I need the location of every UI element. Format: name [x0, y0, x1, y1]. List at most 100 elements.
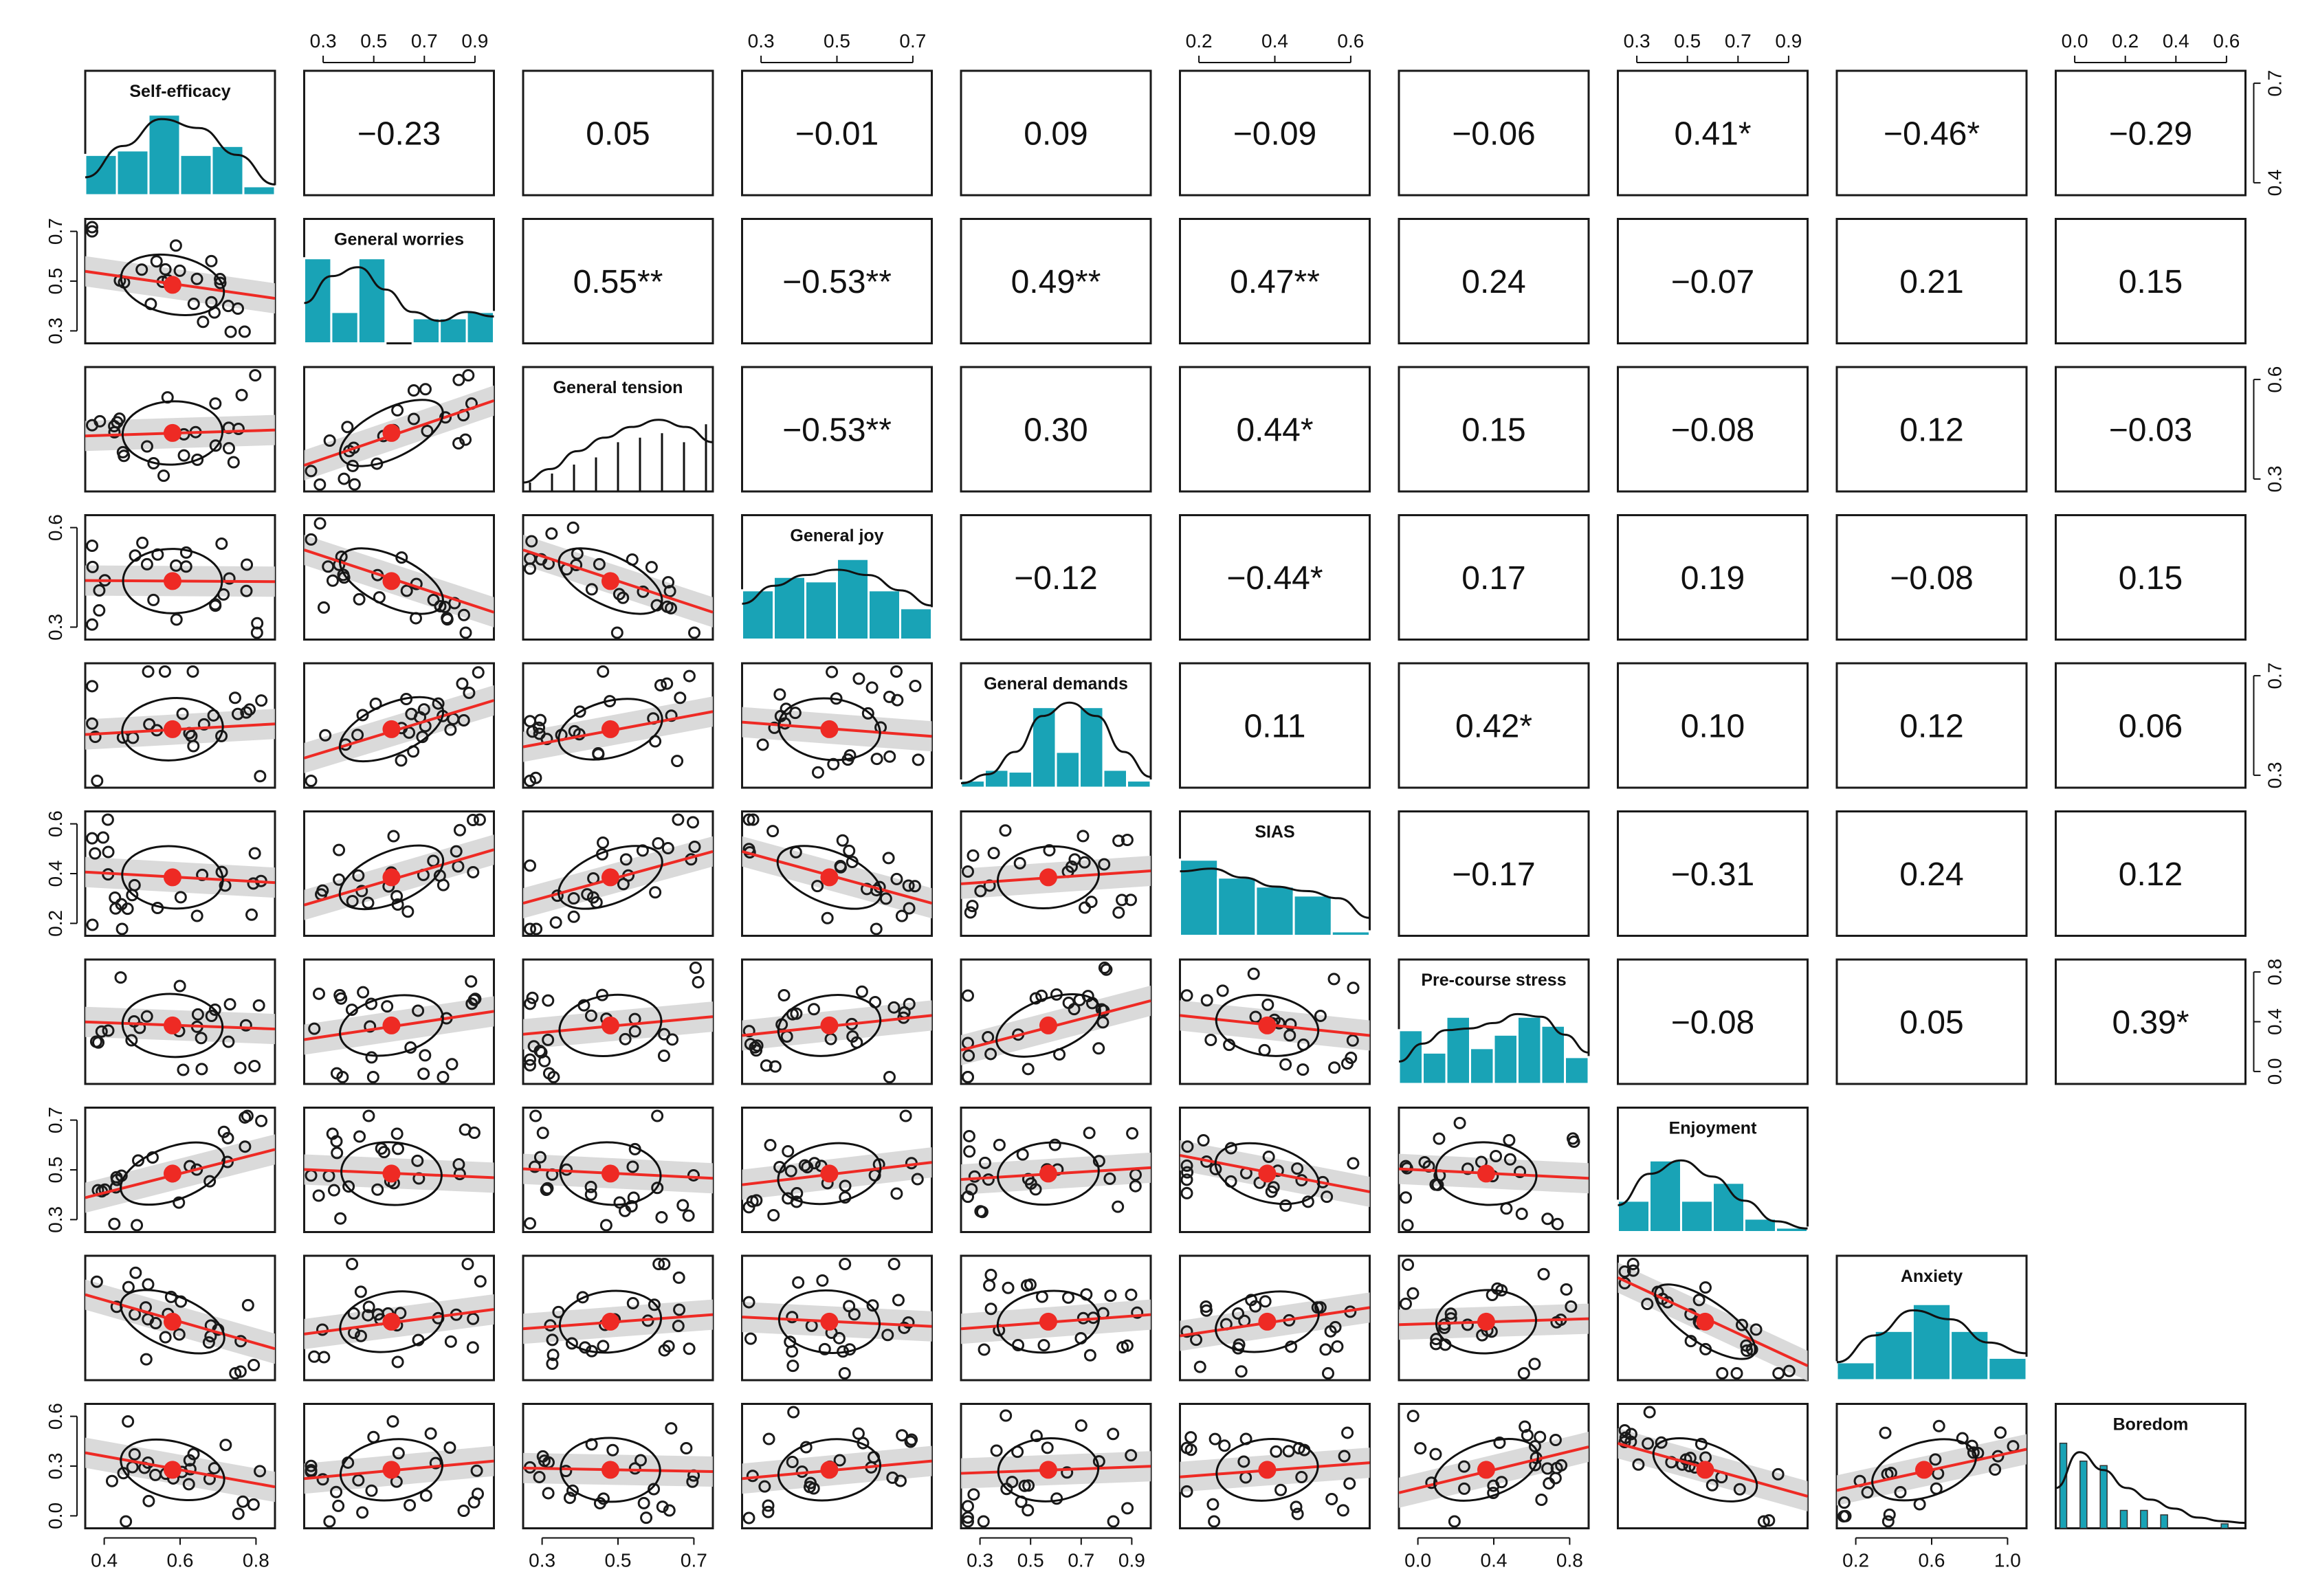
data-point	[682, 1209, 695, 1222]
data-point	[661, 677, 674, 690]
data-point	[114, 971, 127, 984]
data-point	[236, 1495, 250, 1508]
data-point	[895, 909, 908, 922]
data-point	[1989, 1463, 2002, 1476]
center-point	[1258, 1164, 1277, 1183]
data-point	[411, 1154, 424, 1167]
correlation-ellipse	[338, 844, 445, 911]
data-point	[756, 738, 769, 751]
data-point	[1197, 1133, 1210, 1146]
data-point	[122, 1415, 135, 1428]
data-point	[1493, 1437, 1506, 1450]
data-point	[656, 1500, 669, 1514]
data-point	[191, 1008, 204, 1021]
data-point	[1695, 1437, 1708, 1450]
data-point	[1068, 853, 1081, 866]
center-point	[820, 1016, 839, 1034]
tick-label: 0.7	[411, 30, 438, 52]
scatter-panel	[742, 1258, 932, 1379]
data-point	[353, 1130, 366, 1143]
scatter-panel	[1398, 1410, 1589, 1528]
data-point	[1338, 1450, 1351, 1463]
scatter-panel	[742, 665, 932, 779]
tick-label: 0.6	[1919, 1550, 1945, 1571]
data-point	[305, 533, 318, 546]
data-point	[883, 750, 896, 763]
data-point	[195, 1063, 208, 1076]
correlation-ellipse	[777, 1142, 882, 1206]
data-point	[1022, 1504, 1035, 1517]
data-point	[962, 1515, 974, 1528]
data-point	[1096, 1016, 1110, 1029]
histogram-bar	[147, 113, 181, 197]
data-point	[232, 1507, 245, 1520]
data-point	[1972, 1447, 1985, 1460]
data-point	[648, 1298, 661, 1311]
data-point	[1763, 1514, 1776, 1527]
data-point	[619, 1032, 632, 1045]
data-point	[140, 557, 153, 570]
data-point	[120, 1515, 133, 1528]
data-point	[977, 1515, 990, 1528]
tick-label: 0.7	[45, 218, 66, 245]
data-point	[617, 878, 630, 891]
histogram-bar	[242, 185, 276, 197]
data-point	[381, 1000, 394, 1013]
data-point	[790, 1007, 803, 1020]
density-curve	[85, 118, 276, 186]
panel-frame	[960, 218, 1152, 344]
data-point	[437, 1071, 450, 1083]
data-point	[902, 879, 915, 892]
data-point	[234, 1365, 247, 1378]
data-point	[228, 691, 241, 705]
correlation-value: 0.05	[1899, 1005, 1963, 1041]
data-point	[459, 626, 472, 639]
data-point	[1077, 830, 1090, 843]
correlation-value: 0.12	[1899, 709, 1963, 745]
data-point	[663, 585, 676, 598]
data-point	[807, 1003, 820, 1016]
data-point	[1262, 1151, 1275, 1164]
data-point	[250, 626, 263, 639]
data-point	[102, 845, 115, 858]
data-point	[419, 1489, 432, 1502]
data-point	[472, 666, 485, 679]
data-point	[890, 1187, 903, 1200]
correlation-value: 0.12	[1899, 412, 1963, 449]
correlation-value: −0.01	[795, 116, 879, 153]
scatter-panel	[304, 1415, 494, 1528]
variable-label: Self-efficacy	[129, 82, 230, 101]
density-curve	[960, 701, 1151, 784]
correlation-ellipse	[120, 1141, 225, 1206]
correlation-value: −0.06	[1452, 116, 1535, 153]
data-point	[110, 1300, 123, 1314]
data-point	[190, 272, 203, 285]
tick-label: 0.2	[45, 910, 66, 937]
panel-frame	[2055, 218, 2247, 344]
data-point	[535, 1046, 548, 1059]
data-point	[86, 618, 98, 631]
data-point	[881, 1329, 894, 1342]
data-point	[968, 1170, 981, 1183]
data-point	[546, 1357, 559, 1371]
data-point	[533, 721, 546, 734]
histogram-bar	[439, 317, 468, 345]
data-point	[1503, 1153, 1516, 1166]
data-point	[978, 1343, 991, 1356]
data-point	[222, 1035, 235, 1048]
histogram-bar	[741, 589, 775, 641]
panel-frame	[741, 69, 933, 197]
correlation-ellipse	[777, 994, 882, 1057]
data-point	[1736, 1318, 1749, 1331]
diagonal-panel: General tension	[522, 378, 714, 491]
data-point	[1655, 1436, 1668, 1449]
data-point	[533, 727, 546, 740]
data-point	[164, 1290, 177, 1303]
center-point	[601, 720, 619, 738]
data-point	[441, 613, 454, 626]
data-point	[1346, 1034, 1359, 1047]
data-point	[467, 865, 480, 878]
data-point	[597, 836, 610, 849]
data-point	[1549, 1434, 1562, 1447]
data-point	[1319, 1343, 1332, 1356]
